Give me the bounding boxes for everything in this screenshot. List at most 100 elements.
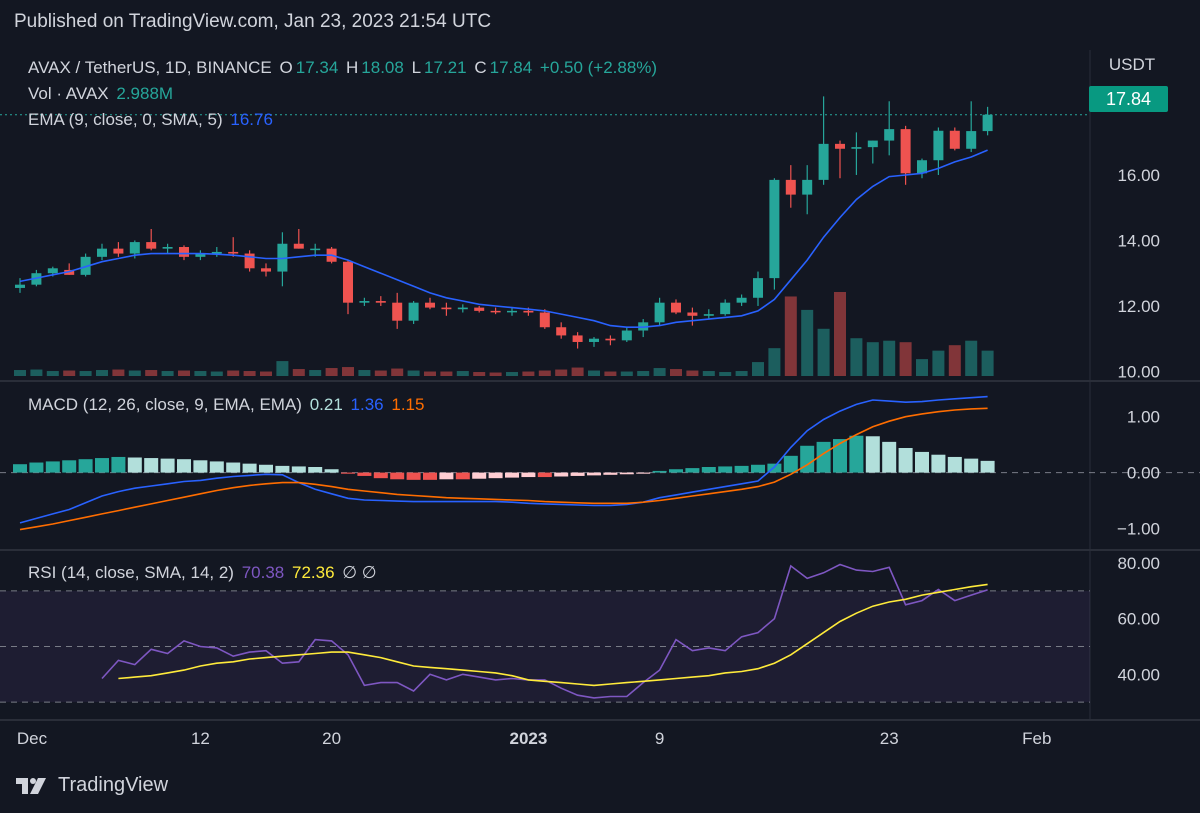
price-unit-label: USDT bbox=[1109, 55, 1155, 74]
candle-body bbox=[818, 143, 829, 180]
volume-bar bbox=[325, 368, 338, 376]
volume-bar bbox=[883, 340, 896, 376]
last-price-tag: 17.84 bbox=[1089, 86, 1168, 112]
volume-bar bbox=[702, 371, 715, 376]
price-tick-label: 10.00 bbox=[1117, 362, 1160, 381]
macd-histogram-bar bbox=[341, 472, 355, 474]
macd-signal-value: 1.15 bbox=[391, 395, 425, 414]
candle-body bbox=[293, 243, 304, 249]
volume-bar bbox=[145, 370, 158, 376]
candle-body bbox=[523, 310, 534, 313]
candle-body bbox=[736, 297, 747, 303]
volume-legend[interactable]: Vol · AVAX 2.988M bbox=[28, 84, 176, 104]
macd-histogram-bar bbox=[127, 457, 142, 473]
rsi-extra: ∅ ∅ bbox=[342, 563, 377, 582]
macd-histogram-bar bbox=[177, 459, 191, 473]
macd-histogram-bar bbox=[259, 464, 273, 473]
symbol-label: AVAX / TetherUS, 1D, BINANCE bbox=[28, 58, 272, 77]
macd-histogram-bar bbox=[652, 470, 667, 473]
volume-bar bbox=[686, 370, 699, 376]
macd-histogram-bar bbox=[226, 462, 241, 473]
volume-bar bbox=[965, 340, 978, 376]
macd-histogram-bar bbox=[111, 456, 126, 473]
macd-histogram-bar bbox=[390, 472, 405, 480]
rsi-label: RSI (14, close, SMA, 14, 2) bbox=[28, 563, 234, 582]
macd-histogram-bar bbox=[669, 469, 683, 473]
volume-bar bbox=[834, 292, 846, 376]
candle-body bbox=[195, 253, 206, 257]
macd-legend[interactable]: MACD (12, 26, close, 9, EMA, EMA) 0.21 1… bbox=[28, 395, 427, 415]
macd-line bbox=[19, 395, 988, 524]
macd-tick-label: 1.00 bbox=[1127, 408, 1160, 427]
macd-histogram-bar bbox=[423, 472, 437, 480]
volume-bar bbox=[784, 296, 797, 376]
candle-body bbox=[671, 302, 681, 313]
macd-histogram-bar bbox=[783, 455, 798, 473]
time-tick-label: Dec bbox=[17, 729, 48, 748]
candle-body bbox=[277, 243, 288, 272]
volume-bar bbox=[588, 370, 600, 376]
macd-histogram-bar bbox=[29, 462, 44, 473]
volume-bar bbox=[637, 371, 650, 376]
macd-tick-label: −1.00 bbox=[1117, 519, 1160, 538]
macd-histogram-bar bbox=[816, 441, 831, 473]
time-tick-label: Feb bbox=[1022, 729, 1051, 748]
volume-bar bbox=[63, 370, 76, 376]
high-label: H bbox=[346, 58, 359, 77]
volume-bar bbox=[374, 370, 387, 376]
candle-body bbox=[179, 247, 189, 257]
tradingview-logo-icon bbox=[16, 777, 46, 794]
volume-bar bbox=[620, 371, 633, 376]
candle-body bbox=[80, 256, 91, 275]
volume-bar bbox=[768, 348, 781, 376]
macd-histogram-bar bbox=[800, 445, 815, 473]
macd-histogram-bar bbox=[193, 460, 208, 473]
ema-line bbox=[19, 149, 988, 328]
volume-value: 2.988M bbox=[116, 84, 174, 103]
macd-histogram-bar bbox=[160, 458, 175, 473]
symbol-legend[interactable]: AVAX / TetherUS, 1D, BINANCE O 17.34 H 18.… bbox=[28, 58, 660, 78]
candle-body bbox=[211, 251, 222, 254]
volume-bar bbox=[653, 368, 666, 376]
volume-bar bbox=[981, 350, 994, 376]
high-value: 18.08 bbox=[361, 58, 404, 77]
price-tick-label: 12.00 bbox=[1117, 297, 1160, 316]
candle-body bbox=[966, 131, 977, 149]
candle-body bbox=[556, 327, 567, 336]
volume-bar bbox=[112, 369, 125, 376]
rsi-value: 70.38 bbox=[241, 563, 285, 582]
macd-histogram-bar bbox=[833, 439, 847, 473]
macd-histogram-bar bbox=[324, 469, 339, 473]
macd-histogram-bar bbox=[636, 472, 651, 474]
volume-bar bbox=[391, 368, 404, 376]
rsi-line bbox=[101, 563, 988, 699]
volume-bar bbox=[571, 367, 584, 376]
volume-bar bbox=[14, 370, 26, 376]
macd-histogram-bar bbox=[734, 465, 749, 473]
volume-bar bbox=[506, 372, 518, 376]
rsi-tick-label: 60.00 bbox=[1117, 610, 1160, 629]
macd-histogram-bar bbox=[718, 466, 733, 473]
tradingview-logo[interactable]: TradingView bbox=[16, 774, 168, 797]
open-label: O bbox=[279, 58, 293, 77]
macd-histogram-bar bbox=[45, 461, 60, 473]
volume-bar bbox=[178, 370, 190, 376]
volume-bar bbox=[424, 371, 436, 376]
macd-histogram-bar bbox=[62, 460, 77, 473]
candle-body bbox=[425, 302, 435, 308]
price-tick-label: 14.00 bbox=[1117, 231, 1160, 250]
volume-bar bbox=[522, 371, 535, 376]
volume-bar bbox=[309, 370, 322, 376]
macd-histogram-bar bbox=[209, 461, 224, 473]
volume-bar bbox=[227, 370, 240, 376]
macd-histogram-bar bbox=[619, 472, 634, 475]
volume-bar bbox=[948, 345, 961, 376]
candle-body bbox=[228, 251, 239, 254]
rsi-legend[interactable]: RSI (14, close, SMA, 14, 2) 70.38 72.36 … bbox=[28, 563, 380, 583]
volume-bar bbox=[96, 370, 108, 376]
candle-body bbox=[146, 242, 157, 249]
ema-legend[interactable]: EMA (9, close, 0, SMA, 5) 16.76 bbox=[28, 110, 276, 130]
volume-series bbox=[14, 292, 994, 376]
volume-bar bbox=[752, 362, 764, 376]
